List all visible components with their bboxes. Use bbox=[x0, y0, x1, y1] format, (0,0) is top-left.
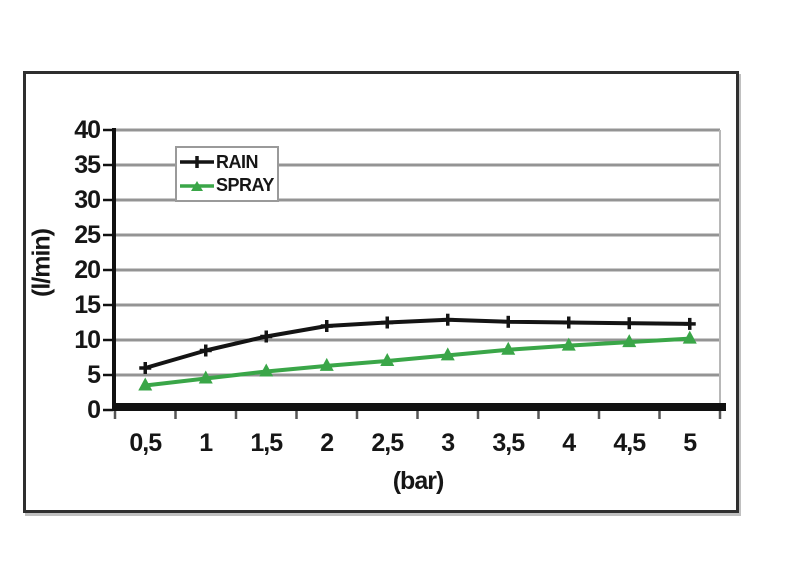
x-axis-tick-label: 3,5 bbox=[492, 429, 525, 457]
legend-entry-rain: RAIN bbox=[180, 152, 274, 173]
chart-frame bbox=[23, 71, 739, 513]
x-axis-tick-label: 1,5 bbox=[250, 429, 283, 457]
rain-series-marker-icon bbox=[180, 156, 214, 169]
x-axis-tick-label: 4,5 bbox=[613, 429, 646, 457]
y-axis-tick-label: 5 bbox=[87, 361, 101, 389]
x-axis-tick-label: 1 bbox=[199, 429, 213, 457]
y-axis-tick-label: 0 bbox=[87, 396, 101, 424]
y-axis-tick-label: 40 bbox=[74, 116, 101, 144]
x-axis-tick-label: 0,5 bbox=[129, 429, 162, 457]
legend-label-spray: SPRAY bbox=[216, 175, 274, 196]
x-axis-tick-label: 2 bbox=[320, 429, 334, 457]
x-axis-tick-label: 4 bbox=[562, 429, 576, 457]
chart-legend: RAIN SPRAY bbox=[175, 146, 279, 202]
x-axis-tick-label: 3 bbox=[441, 429, 455, 457]
x-axis-tick-label: 2,5 bbox=[371, 429, 404, 457]
legend-entry-spray: SPRAY bbox=[180, 175, 274, 196]
y-axis-tick-label: 10 bbox=[74, 326, 101, 354]
y-axis-tick-label: 25 bbox=[74, 221, 101, 249]
y-axis-tick-label: 35 bbox=[74, 151, 101, 179]
y-axis-tick-label: 20 bbox=[74, 256, 101, 284]
legend-label-rain: RAIN bbox=[216, 151, 259, 172]
y-axis-tick-label: 30 bbox=[74, 186, 101, 214]
spray-series-marker-icon bbox=[180, 180, 214, 191]
y-axis-tick-label: 15 bbox=[74, 291, 101, 319]
x-axis-title: (bar) bbox=[392, 467, 445, 495]
x-axis-tick-label: 5 bbox=[683, 429, 697, 457]
